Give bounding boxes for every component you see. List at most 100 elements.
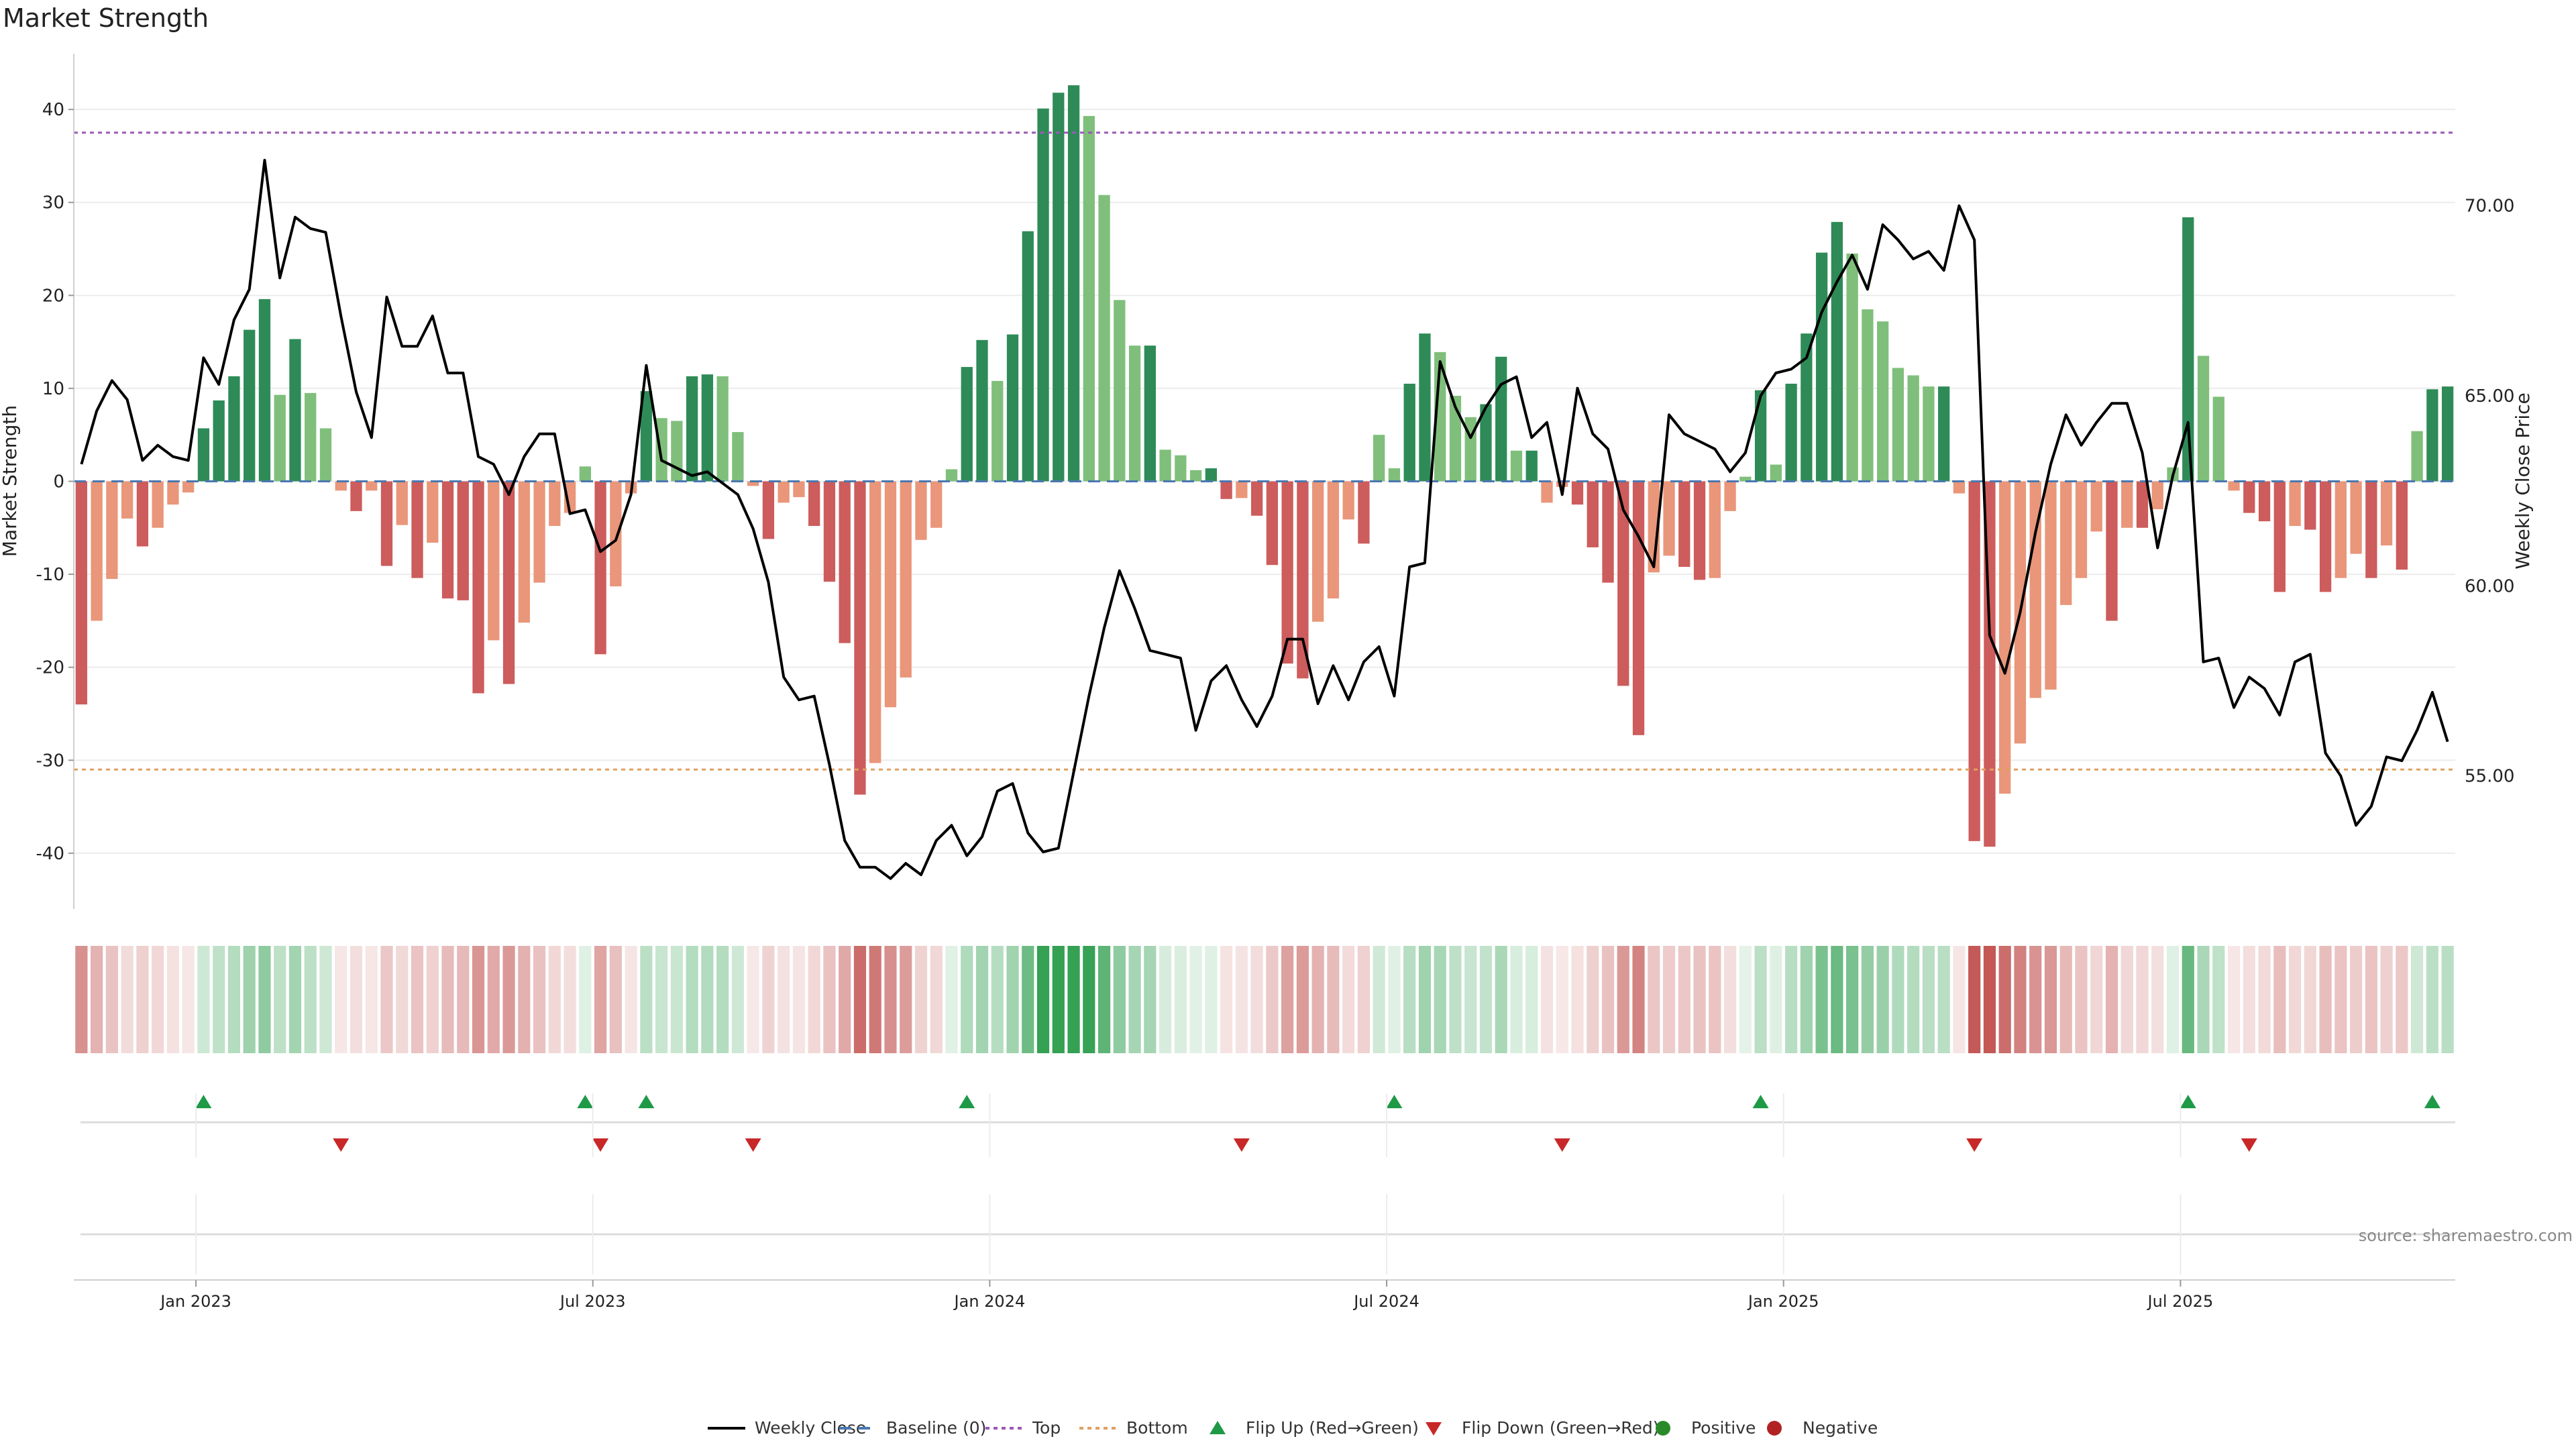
legend-label: Bottom [1126, 1418, 1188, 1438]
heat-cell [350, 946, 363, 1053]
strength-bar [1938, 386, 1950, 482]
strength-bar [640, 391, 653, 482]
heat-cell [1693, 946, 1706, 1053]
strength-bar [502, 481, 515, 684]
strength-bar [1541, 481, 1553, 503]
strength-bar [1236, 481, 1248, 498]
heat-cell [2136, 946, 2149, 1053]
strength-bar [2212, 396, 2224, 482]
strength-bar [2319, 481, 2332, 592]
heat-cell [1815, 946, 1828, 1053]
heat-cell [701, 946, 714, 1053]
strength-bar [91, 481, 103, 621]
heat-cell [1587, 946, 1599, 1053]
heat-cell [839, 946, 851, 1053]
heat-cell [2105, 946, 2118, 1053]
heat-cell [2441, 946, 2454, 1053]
legend-item: Baseline (0) [839, 1418, 986, 1438]
strength-bar [1205, 468, 1217, 482]
strength-bar [1128, 345, 1141, 482]
left-tick-label: -40 [36, 844, 64, 864]
heat-cell [335, 946, 347, 1053]
strength-bar [274, 394, 286, 482]
heat-cell [1174, 946, 1187, 1053]
heat-cell [457, 946, 470, 1053]
heat-cell [1953, 946, 1966, 1053]
strength-bar [1953, 481, 1966, 494]
strength-bar [2365, 481, 2377, 578]
heat-cell [930, 946, 943, 1053]
heat-cell [91, 946, 103, 1053]
heat-cell [579, 946, 592, 1053]
flip-up-marker [577, 1095, 594, 1108]
left-tick-label: 40 [42, 100, 64, 120]
heat-cell [640, 946, 653, 1053]
strength-bar [1999, 481, 2011, 794]
heat-cell [426, 946, 439, 1053]
heat-cell [1434, 946, 1446, 1053]
heat-cell [1907, 946, 1920, 1053]
strength-bar [1266, 481, 1279, 566]
heat-cell [1968, 946, 1981, 1053]
strength-bar [2121, 481, 2133, 528]
strength-bar [1495, 356, 1507, 482]
heat-cell [594, 946, 607, 1053]
heat-cell [1327, 946, 1340, 1053]
left-tick-label: -20 [36, 658, 64, 678]
x-tick-label: Jan 2023 [159, 1292, 231, 1311]
main-plot: 40 30 20 10 0 -10 -20 -30 -40 70.00 65.00 60.00 55.… [36, 54, 2514, 909]
flip-up-marker [195, 1095, 212, 1108]
strength-bar [869, 481, 881, 763]
heat-cell [1709, 946, 1721, 1053]
left-tick-label: 10 [42, 379, 64, 399]
legend-label: Negative [1803, 1418, 1878, 1438]
heat-cell [472, 946, 485, 1053]
heat-cell [396, 946, 409, 1053]
strength-bar [549, 481, 561, 527]
heat-cell [1571, 946, 1584, 1053]
heat-cell [2227, 946, 2241, 1053]
strength-bar [1175, 455, 1187, 482]
heat-cell [1861, 946, 1874, 1053]
left-y-axis-label: Market Strength [0, 405, 21, 557]
heat-cell [1250, 946, 1263, 1053]
flip-down-marker [2241, 1138, 2257, 1152]
strength-bar [441, 481, 454, 599]
strength-bar [854, 481, 866, 795]
strength-bar [518, 481, 530, 623]
strength-bar [1587, 481, 1599, 547]
heat-cell [1067, 946, 1080, 1053]
strength-bar [121, 481, 133, 519]
strength-bar [701, 374, 714, 482]
heat-cell [2166, 946, 2180, 1053]
heat-cell [1113, 946, 1126, 1053]
heat-cell [1937, 946, 1950, 1053]
strength-bar [1220, 481, 1232, 499]
reference-lines [74, 131, 2455, 771]
strength-bar [2396, 481, 2408, 570]
strength-bar [244, 329, 256, 482]
strength-bar [2304, 481, 2316, 530]
strength-bar [396, 481, 408, 525]
heat-cell [1770, 946, 1782, 1053]
heat-cell [502, 946, 515, 1053]
heat-cell [2090, 946, 2103, 1053]
heat-cell [2334, 946, 2347, 1053]
heat-cell [1510, 946, 1523, 1053]
legend-item: Flip Up (Red→Green) [1210, 1418, 1419, 1438]
heat-cell [1495, 946, 1507, 1053]
heat-cell [686, 946, 698, 1053]
strength-bar [1801, 333, 1813, 482]
strength-bar [594, 481, 606, 655]
legend-label: Baseline (0) [886, 1418, 986, 1438]
heat-cell [914, 946, 928, 1053]
heat-cell [1311, 946, 1324, 1053]
heat-cell [288, 946, 302, 1053]
right-tick-label: 55.00 [2465, 767, 2514, 787]
right-y-axis: 70.00 65.00 60.00 55.00 [2465, 197, 2514, 787]
strength-bar [1892, 368, 1904, 482]
flip-down-marker [1554, 1138, 1570, 1152]
heat-cell [1739, 946, 1752, 1053]
strength-bar [808, 481, 820, 527]
heat-cell [197, 946, 210, 1053]
